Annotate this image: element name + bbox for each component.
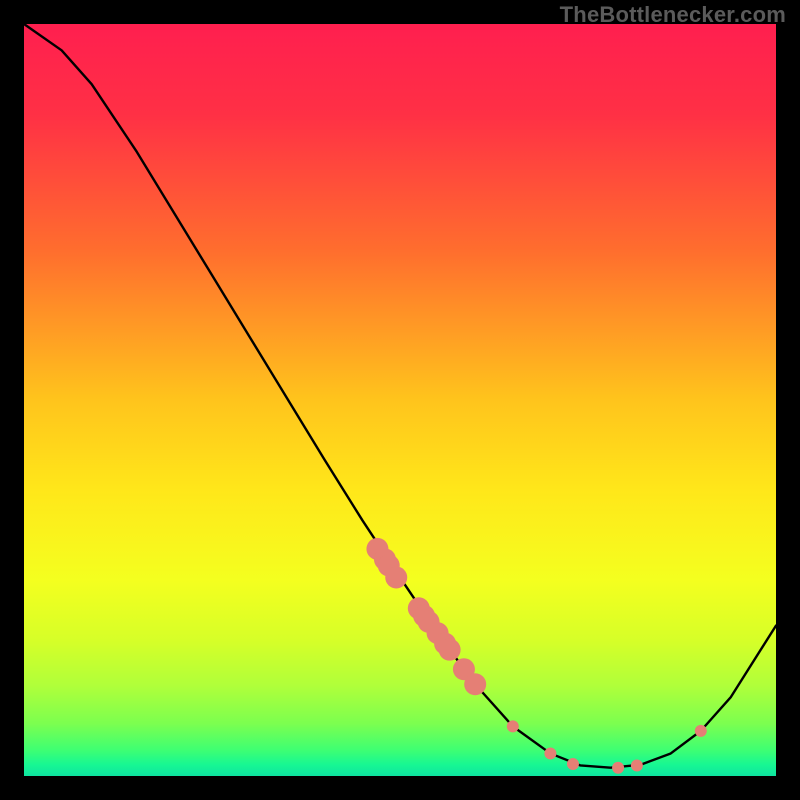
data-marker (544, 747, 556, 759)
gradient-background (24, 24, 776, 776)
data-marker (567, 758, 579, 770)
bottleneck-chart-page: TheBottlenecker.com (0, 0, 800, 800)
data-marker (695, 725, 707, 737)
bottleneck-curve-chart (24, 24, 776, 776)
watermark-text: TheBottlenecker.com (560, 2, 786, 28)
plot-area (24, 24, 776, 776)
data-marker (631, 759, 643, 771)
data-marker (612, 762, 624, 774)
data-marker (464, 673, 486, 695)
data-marker (439, 639, 461, 661)
data-marker (385, 566, 407, 588)
data-marker (507, 720, 519, 732)
